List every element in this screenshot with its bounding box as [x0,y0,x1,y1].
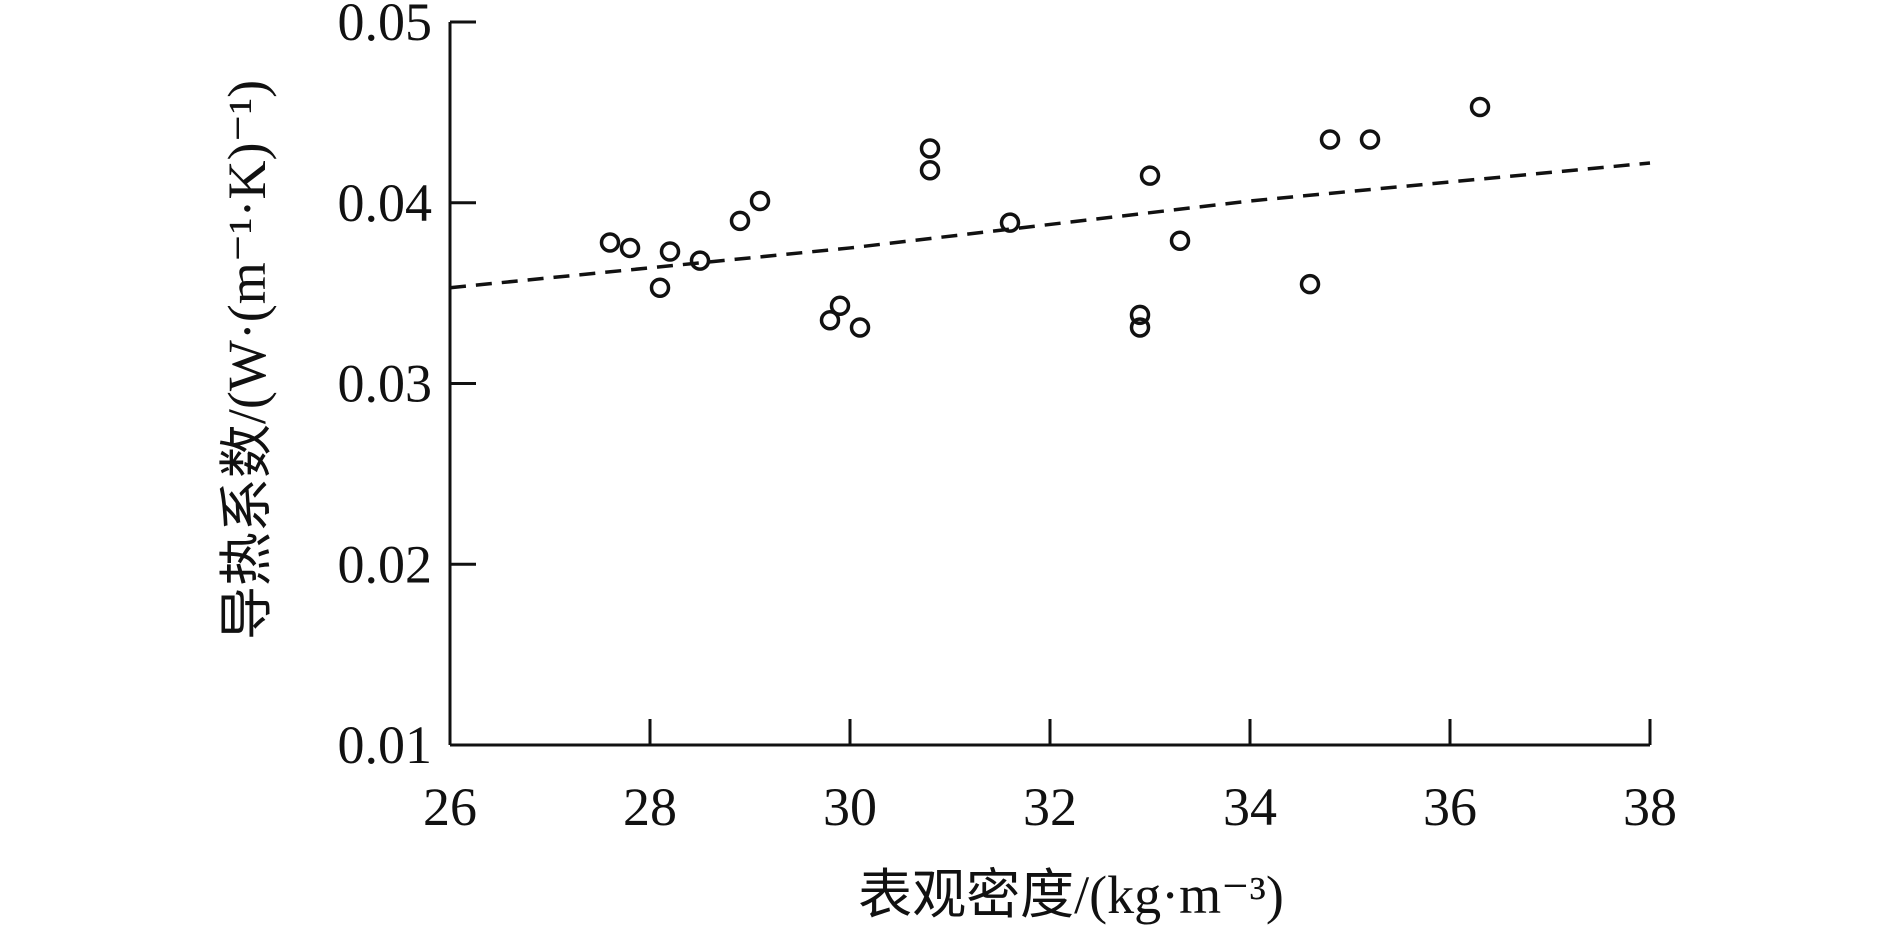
y-axis-title: 导热系数/(W·(m⁻¹·K)⁻¹) [217,80,277,640]
y-axis-ticks: 0.01 0.02 0.03 0.04 0.05 [338,0,476,775]
x-tick-label: 36 [1423,777,1477,837]
x-axis-title: 表观密度/(kg·m⁻³) [858,865,1284,925]
data-point [819,309,841,331]
y-tick-label: 0.05 [338,0,433,52]
data-point [1319,129,1341,150]
data-point [659,241,681,262]
data-point [689,250,711,271]
x-axis-ticks: 26 28 30 32 34 36 38 [423,719,1677,837]
x-tick-label: 28 [623,777,677,837]
data-point [1299,273,1321,295]
y-tick-label: 0.03 [338,354,433,414]
data-point [729,210,751,232]
data-point [749,190,771,212]
data-point [1129,304,1151,326]
x-tick-label: 38 [1623,777,1677,837]
x-tick-label: 32 [1023,777,1077,837]
data-point [919,138,941,159]
data-points [599,96,1491,338]
data-point [599,232,621,253]
trend-line [449,161,1651,290]
axes [448,22,1650,747]
x-tick-label: 30 [823,777,877,837]
data-point [1469,96,1491,118]
y-tick-label: 0.02 [338,534,433,594]
data-point [1129,317,1151,338]
y-tick-label: 0.01 [338,715,433,775]
data-point [919,159,941,181]
data-point [619,237,641,259]
x-tick-label: 26 [423,777,477,837]
data-point [849,317,871,338]
data-point [1139,165,1161,186]
x-tick-label: 34 [1223,777,1277,837]
data-point [999,212,1021,233]
data-point [1359,129,1381,150]
trend-line-group [449,161,1651,290]
data-point [1169,230,1191,251]
data-point [829,295,851,317]
data-point [649,277,671,298]
y-tick-label: 0.04 [338,173,433,233]
